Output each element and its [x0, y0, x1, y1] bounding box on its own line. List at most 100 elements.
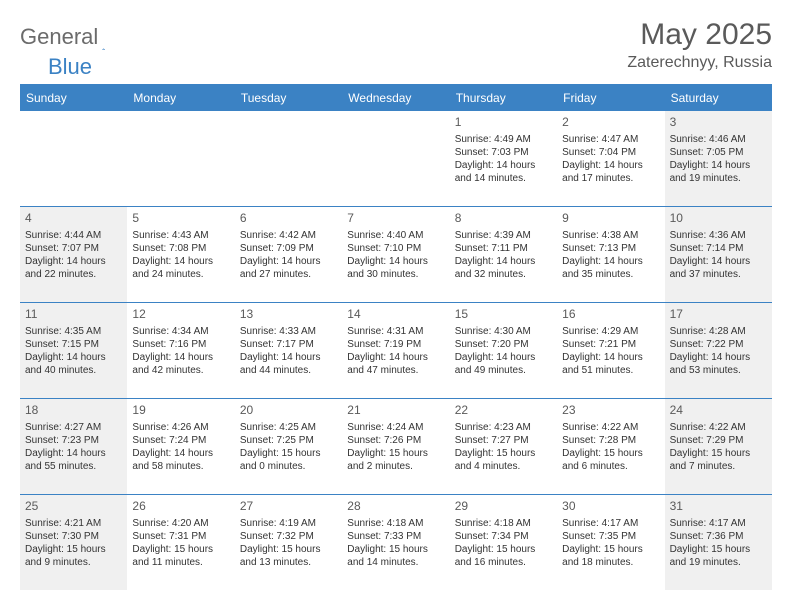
calendar-cell: 19Sunrise: 4:26 AMSunset: 7:24 PMDayligh…: [127, 398, 234, 494]
calendar-cell: 27Sunrise: 4:19 AMSunset: 7:32 PMDayligh…: [235, 494, 342, 590]
daylight-text: Daylight: 15 hours and 19 minutes.: [670, 543, 767, 569]
sunset-text: Sunset: 7:32 PM: [240, 530, 337, 543]
calendar-cell: 31 Sunrise: 4:17 AMSunset: 7:36 PMDayligh…: [665, 494, 772, 590]
sunrise-text: Sunrise: 4:18 AM: [455, 517, 552, 530]
day-number: 16: [562, 307, 659, 323]
calendar-cell: 18Sunrise: 4:27 AMSunset: 7:23 PMDayligh…: [20, 398, 127, 494]
daylight-text: Daylight: 15 hours and 4 minutes.: [455, 447, 552, 473]
sunrise-text: Sunrise: 4:34 AM: [132, 325, 229, 338]
sunrise-text: Sunrise: 4:28 AM: [670, 325, 767, 338]
day-number: 26: [132, 499, 229, 515]
sunrise-text: Sunrise: 4:22 AM: [670, 421, 767, 434]
day-number: 20: [240, 403, 337, 419]
daylight-text: Daylight: 14 hours and 27 minutes.: [240, 255, 337, 281]
daylight-text: Daylight: 14 hours and 17 minutes.: [562, 159, 659, 185]
calendar-cell: 20Sunrise: 4:25 AMSunset: 7:25 PMDayligh…: [235, 398, 342, 494]
sunset-text: Sunset: 7:05 PM: [670, 146, 767, 159]
day-number: 11: [25, 307, 122, 323]
sunrise-text: Sunrise: 4:26 AM: [132, 421, 229, 434]
daylight-text: Daylight: 14 hours and 37 minutes.: [670, 255, 767, 281]
sunrise-text: Sunrise: 4:49 AM: [455, 133, 552, 146]
sunset-text: Sunset: 7:20 PM: [455, 338, 552, 351]
sunrise-text: Sunrise: 4:44 AM: [25, 229, 122, 242]
logo-sail-icon: [102, 30, 105, 44]
sunset-text: Sunset: 7:27 PM: [455, 434, 552, 447]
sunrise-text: Sunrise: 4:33 AM: [240, 325, 337, 338]
calendar-cell: 6Sunrise: 4:42 AMSunset: 7:09 PMDaylight…: [235, 206, 342, 302]
sunrise-text: Sunrise: 4:43 AM: [132, 229, 229, 242]
daylight-text: Daylight: 14 hours and 19 minutes.: [670, 159, 767, 185]
sunset-text: Sunset: 7:34 PM: [455, 530, 552, 543]
daylight-text: Daylight: 15 hours and 11 minutes.: [132, 543, 229, 569]
sunset-text: Sunset: 7:16 PM: [132, 338, 229, 351]
sunrise-text: Sunrise: 4:39 AM: [455, 229, 552, 242]
day-number: 12: [132, 307, 229, 323]
calendar-cell: 3Sunrise: 4:46 AMSunset: 7:05 PMDaylight…: [665, 110, 772, 206]
calendar-cell-empty: [235, 110, 342, 206]
day-number: 14: [347, 307, 444, 323]
sunset-text: Sunset: 7:08 PM: [132, 242, 229, 255]
weekday-tuesday: Tuesday: [235, 86, 342, 110]
sunrise-text: Sunrise: 4:42 AM: [240, 229, 337, 242]
day-number: 29: [455, 499, 552, 515]
calendar-cell: 10Sunrise: 4:36 AMSunset: 7:14 PMDayligh…: [665, 206, 772, 302]
sunset-text: Sunset: 7:14 PM: [670, 242, 767, 255]
sunset-text: Sunset: 7:21 PM: [562, 338, 659, 351]
calendar-cell: 17Sunrise: 4:28 AMSunset: 7:22 PMDayligh…: [665, 302, 772, 398]
sunrise-text: Sunrise: 4:24 AM: [347, 421, 444, 434]
day-number: 2: [562, 115, 659, 131]
page-title: May 2025: [627, 18, 772, 52]
sunset-text: Sunset: 7:19 PM: [347, 338, 444, 351]
daylight-text: Daylight: 14 hours and 40 minutes.: [25, 351, 122, 377]
daylight-text: Daylight: 15 hours and 2 minutes.: [347, 447, 444, 473]
day-number: 8: [455, 211, 552, 227]
sunrise-text: Sunrise: 4:20 AM: [132, 517, 229, 530]
sunset-text: Sunset: 7:36 PM: [670, 530, 767, 543]
sunrise-text: Sunrise: 4:17 AM: [562, 517, 659, 530]
calendar-cell: 2 Sunrise: 4:47 AMSunset: 7:04 PMDaylight…: [557, 110, 664, 206]
daylight-text: Daylight: 15 hours and 14 minutes.: [347, 543, 444, 569]
sunrise-text: Sunrise: 4:38 AM: [562, 229, 659, 242]
daylight-text: Daylight: 14 hours and 47 minutes.: [347, 351, 444, 377]
daylight-text: Daylight: 15 hours and 18 minutes.: [562, 543, 659, 569]
sunset-text: Sunset: 7:09 PM: [240, 242, 337, 255]
sunrise-text: Sunrise: 4:23 AM: [455, 421, 552, 434]
sunrise-text: Sunrise: 4:18 AM: [347, 517, 444, 530]
daylight-text: Daylight: 15 hours and 9 minutes.: [25, 543, 122, 569]
calendar-cell: 15Sunrise: 4:30 AMSunset: 7:20 PMDayligh…: [450, 302, 557, 398]
sunrise-text: Sunrise: 4:17 AM: [670, 517, 767, 530]
day-number: 19: [132, 403, 229, 419]
day-number: 25: [25, 499, 122, 515]
calendar-cell: 12Sunrise: 4:34 AMSunset: 7:16 PMDayligh…: [127, 302, 234, 398]
day-number: 21: [347, 403, 444, 419]
sunrise-text: Sunrise: 4:36 AM: [670, 229, 767, 242]
day-number: 27: [240, 499, 337, 515]
day-number: 3: [670, 115, 767, 131]
sunrise-text: Sunrise: 4:40 AM: [347, 229, 444, 242]
day-number: 13: [240, 307, 337, 323]
weekday-friday: Friday: [557, 86, 664, 110]
calendar-cell: 28Sunrise: 4:18 AMSunset: 7:33 PMDayligh…: [342, 494, 449, 590]
calendar-cell: 4Sunrise: 4:44 AMSunset: 7:07 PMDaylight…: [20, 206, 127, 302]
sunset-text: Sunset: 7:03 PM: [455, 146, 552, 159]
sunset-text: Sunset: 7:15 PM: [25, 338, 122, 351]
sunrise-text: Sunrise: 4:25 AM: [240, 421, 337, 434]
daylight-text: Daylight: 14 hours and 32 minutes.: [455, 255, 552, 281]
page-subtitle: Zaterechnyy, Russia: [627, 54, 772, 72]
day-number: 28: [347, 499, 444, 515]
day-number: 31: [670, 499, 767, 515]
calendar-cell: 13Sunrise: 4:33 AMSunset: 7:17 PMDayligh…: [235, 302, 342, 398]
calendar-cell: 30Sunrise: 4:17 AMSunset: 7:35 PMDayligh…: [557, 494, 664, 590]
daylight-text: Daylight: 15 hours and 0 minutes.: [240, 447, 337, 473]
day-number: 1: [455, 115, 552, 131]
calendar-cell-empty: [342, 110, 449, 206]
sunrise-text: Sunrise: 4:19 AM: [240, 517, 337, 530]
calendar-cell: 8Sunrise: 4:39 AMSunset: 7:11 PMDaylight…: [450, 206, 557, 302]
daylight-text: Daylight: 14 hours and 49 minutes.: [455, 351, 552, 377]
day-number: 30: [562, 499, 659, 515]
calendar-cell: 1Sunrise: 4:49 AMSunset: 7:03 PMDaylight…: [450, 110, 557, 206]
calendar-cell: 16Sunrise: 4:29 AMSunset: 7:21 PMDayligh…: [557, 302, 664, 398]
sunset-text: Sunset: 7:04 PM: [562, 146, 659, 159]
calendar-cell: 5Sunrise: 4:43 AMSunset: 7:08 PMDaylight…: [127, 206, 234, 302]
sunrise-text: Sunrise: 4:47 AM: [562, 133, 659, 146]
